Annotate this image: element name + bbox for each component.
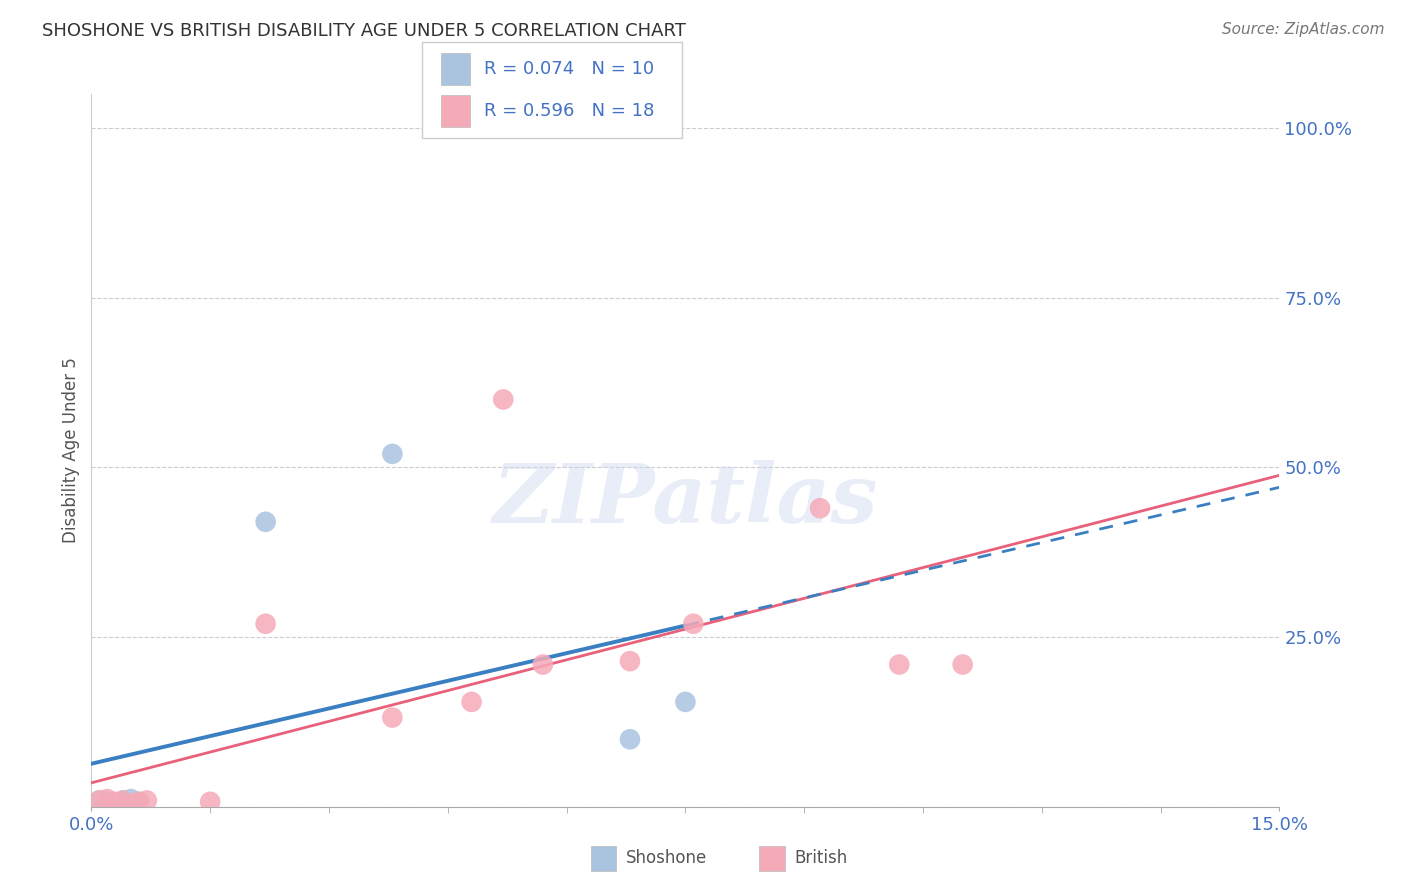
Point [120, 797, 142, 811]
Point [254, 515, 277, 529]
Point [104, 797, 127, 811]
Point [619, 732, 641, 747]
Point [619, 654, 641, 668]
Text: R = 0.596   N = 18: R = 0.596 N = 18 [484, 103, 654, 120]
Point [112, 793, 135, 807]
Text: Shoshone: Shoshone [626, 849, 707, 867]
Point [96, 792, 118, 806]
Text: SHOSHONE VS BRITISH DISABILITY AGE UNDER 5 CORRELATION CHART: SHOSHONE VS BRITISH DISABILITY AGE UNDER… [42, 22, 686, 40]
Point [254, 616, 277, 631]
Point [492, 392, 515, 407]
Point [89, 793, 111, 807]
Point [200, 795, 222, 809]
Point [381, 447, 404, 461]
Point [682, 616, 704, 631]
Point [135, 793, 157, 807]
Y-axis label: Disability Age Under 5: Disability Age Under 5 [62, 358, 80, 543]
Point [89, 793, 111, 807]
Point [952, 657, 974, 672]
Point [112, 793, 135, 807]
Point [381, 710, 404, 724]
Text: Source: ZipAtlas.com: Source: ZipAtlas.com [1222, 22, 1385, 37]
Point [673, 695, 696, 709]
Point [531, 657, 554, 672]
Text: British: British [794, 849, 848, 867]
Text: R = 0.074   N = 10: R = 0.074 N = 10 [484, 60, 654, 78]
Point [120, 792, 142, 806]
Point [128, 795, 150, 809]
Point [96, 795, 118, 809]
Point [460, 695, 482, 709]
Point [808, 501, 831, 516]
Text: ZIPatlas: ZIPatlas [492, 460, 879, 541]
Point [104, 795, 127, 809]
Point [128, 795, 150, 809]
Point [889, 657, 911, 672]
